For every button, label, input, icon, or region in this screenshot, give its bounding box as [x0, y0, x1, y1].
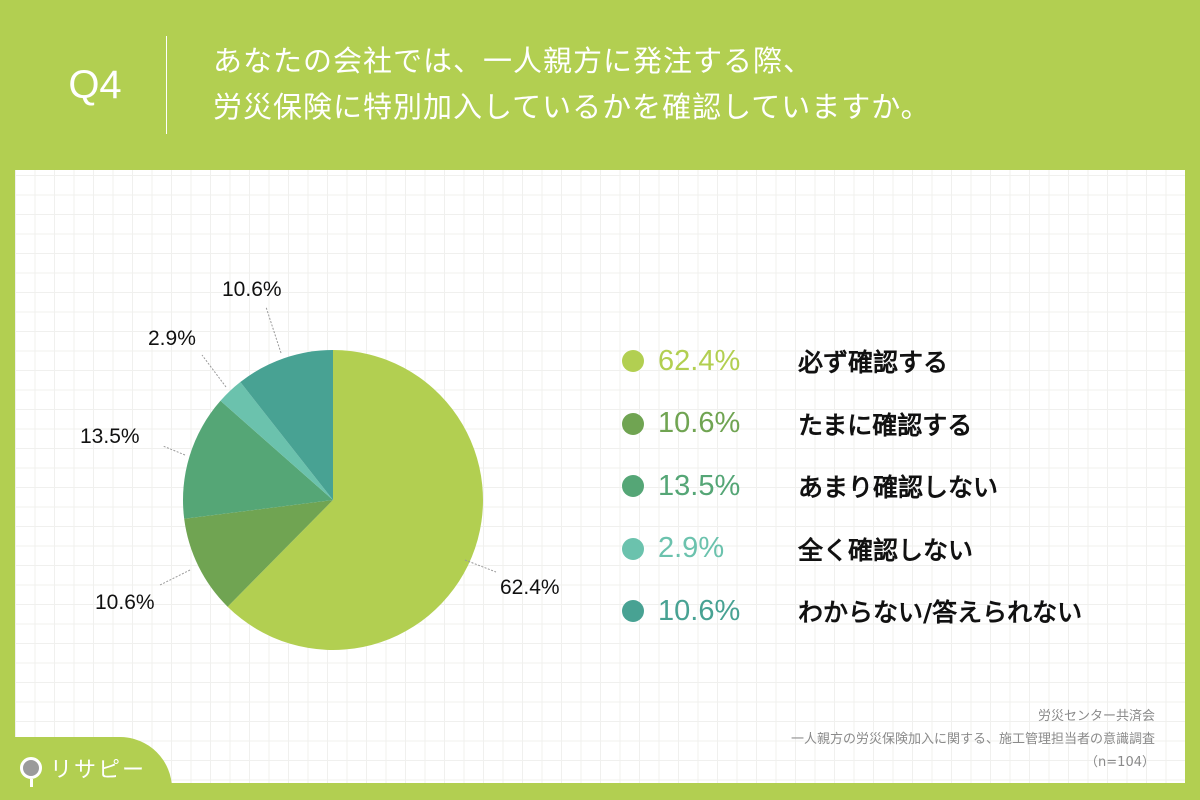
pie-label-3: 13.5% [80, 425, 140, 448]
pie-slice-4 [220, 382, 333, 500]
pie-slices [183, 350, 484, 651]
header: Q4 あなたの会社では、一人親方に発注する際、 労災保険に特別加入しているかを確… [0, 0, 1200, 170]
pie-slice-5 [240, 350, 333, 500]
brand-logo: リサピー [20, 752, 147, 787]
legend-dot-icon [622, 350, 644, 373]
logo-text: リサピー [50, 758, 147, 783]
legend-label: 全く確認しない [798, 535, 974, 565]
legend-label: たまに確認する [798, 410, 973, 440]
legend-percent: 62.4% [658, 344, 741, 377]
leader-line-5 [265, 306, 282, 354]
legend-dot-icon [622, 600, 644, 623]
leader-line-1 [464, 559, 497, 573]
pie-slice-1 [227, 350, 484, 651]
legend-item-sometimes: 10.6% たまに確認する [610, 393, 1082, 456]
question-number: Q4 [68, 63, 122, 107]
source-org: 労災センター共済会 [1037, 709, 1155, 724]
leader-lines [159, 306, 497, 586]
map-pin-pie-icon [20, 757, 42, 787]
pie-label-2: 10.6% [95, 591, 155, 614]
legend-label: あまり確認しない [798, 473, 999, 503]
question-title-line1: あなたの会社では、一人親方に発注する際、 [213, 44, 814, 78]
header-divider [166, 36, 167, 134]
legend-dot-icon [622, 475, 644, 498]
question-title: あなたの会社では、一人親方に発注する際、 労災保険に特別加入しているかを確認して… [213, 38, 931, 130]
legend-label: 必ず確認する [798, 348, 949, 378]
legend-percent: 10.6% [658, 594, 741, 627]
source-survey: 一人親方の労災保険加入に関する、施工管理担当者の意識調査 [790, 732, 1155, 747]
leader-line-2 [159, 569, 191, 586]
legend-item-rarely: 13.5% あまり確認しない [610, 455, 1082, 518]
legend-item-never: 2.9% 全く確認しない [610, 518, 1082, 581]
legend: 62.4% 必ず確認する 10.6% たまに確認する 13.5% あまり確認しな… [610, 330, 1082, 643]
pie-label-4: 2.9% [148, 327, 196, 350]
sample-size: （n=104） [1085, 755, 1155, 770]
leader-line-4 [201, 354, 227, 388]
question-title-line2: 労災保険に特別加入しているかを確認していますか。 [213, 90, 931, 124]
legend-dot-icon [622, 412, 644, 435]
pie-label-1: 62.4% [500, 576, 560, 599]
leader-line-3 [162, 445, 186, 456]
legend-dot-icon [622, 537, 644, 560]
source-note: 労災センター共済会 一人親方の労災保険加入に関する、施工管理担当者の意識調査 （… [791, 705, 1155, 774]
pie-label-5: 10.6% [222, 278, 282, 301]
legend-percent: 2.9% [658, 532, 725, 565]
legend-item-always: 62.4% 必ず確認する [610, 330, 1082, 393]
legend-percent: 10.6% [658, 407, 741, 440]
legend-percent: 13.5% [658, 469, 741, 502]
pie-slice-3 [183, 400, 333, 519]
legend-item-unknown: 10.6% わからない/答えられない [610, 580, 1082, 643]
legend-label: わからない/答えられない [798, 598, 1083, 628]
pie-slice-2 [184, 500, 333, 607]
